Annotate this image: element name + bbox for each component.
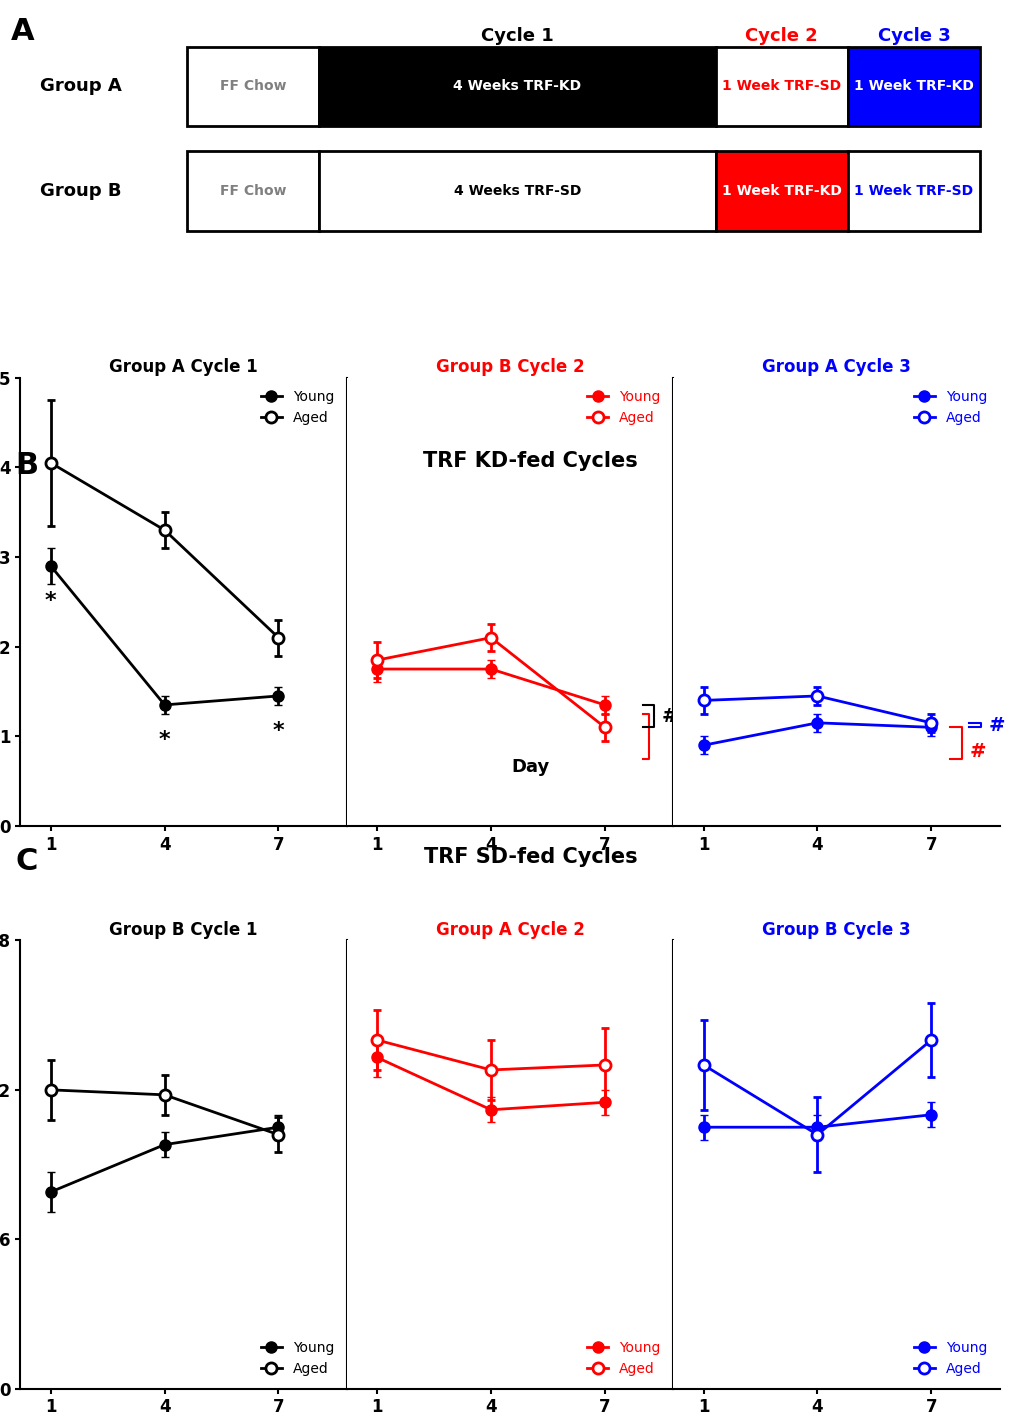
Text: 1 Week TRF-SD: 1 Week TRF-SD — [721, 79, 841, 94]
Title: Group A Cycle 2: Group A Cycle 2 — [435, 921, 584, 939]
Text: C: C — [15, 847, 38, 876]
FancyBboxPatch shape — [186, 47, 319, 126]
Legend: Young, Aged: Young, Aged — [255, 1336, 339, 1382]
Text: Group B: Group B — [40, 181, 121, 200]
Text: #: # — [987, 716, 1004, 734]
Legend: Young, Aged: Young, Aged — [907, 1336, 991, 1382]
Text: Cycle 2: Cycle 2 — [745, 27, 817, 44]
Title: Group B Cycle 1: Group B Cycle 1 — [109, 921, 258, 939]
Text: 1 Week TRF-SD: 1 Week TRF-SD — [854, 184, 972, 198]
Text: A: A — [10, 17, 35, 45]
Title: Group A Cycle 3: Group A Cycle 3 — [761, 359, 910, 376]
FancyBboxPatch shape — [319, 152, 715, 231]
Text: TRF KD-fed Cycles: TRF KD-fed Cycles — [423, 451, 637, 470]
Text: Group A: Group A — [40, 78, 121, 95]
Text: #: # — [968, 743, 984, 761]
Text: FF Chow: FF Chow — [219, 79, 286, 94]
Text: *: * — [159, 730, 170, 750]
Legend: Young, Aged: Young, Aged — [581, 1336, 665, 1382]
Text: #: # — [661, 707, 678, 726]
FancyBboxPatch shape — [715, 152, 847, 231]
Text: 1 Week TRF-KD: 1 Week TRF-KD — [721, 184, 841, 198]
FancyBboxPatch shape — [847, 152, 979, 231]
Text: 1 Week TRF-KD: 1 Week TRF-KD — [853, 79, 973, 94]
Text: *: * — [272, 721, 284, 741]
Text: Day: Day — [511, 758, 549, 777]
FancyBboxPatch shape — [715, 47, 847, 126]
Text: 4 Weeks TRF-KD: 4 Weeks TRF-KD — [452, 79, 581, 94]
Title: Group A Cycle 1: Group A Cycle 1 — [109, 359, 258, 376]
Text: *: * — [45, 591, 56, 611]
Text: 4 Weeks TRF-SD: 4 Weeks TRF-SD — [453, 184, 581, 198]
Text: FF Chow: FF Chow — [219, 184, 286, 198]
Text: TRF SD-fed Cycles: TRF SD-fed Cycles — [423, 847, 637, 867]
Title: Group B Cycle 2: Group B Cycle 2 — [435, 359, 584, 376]
FancyBboxPatch shape — [847, 47, 979, 126]
Title: Group B Cycle 3: Group B Cycle 3 — [761, 921, 910, 939]
FancyBboxPatch shape — [186, 152, 319, 231]
FancyBboxPatch shape — [319, 47, 715, 126]
Legend: Young, Aged: Young, Aged — [907, 384, 991, 431]
Legend: Young, Aged: Young, Aged — [581, 384, 665, 431]
Legend: Young, Aged: Young, Aged — [255, 384, 339, 431]
Text: B: B — [15, 451, 39, 479]
Text: Cycle 1: Cycle 1 — [481, 27, 553, 44]
Text: Cycle 3: Cycle 3 — [876, 27, 950, 44]
